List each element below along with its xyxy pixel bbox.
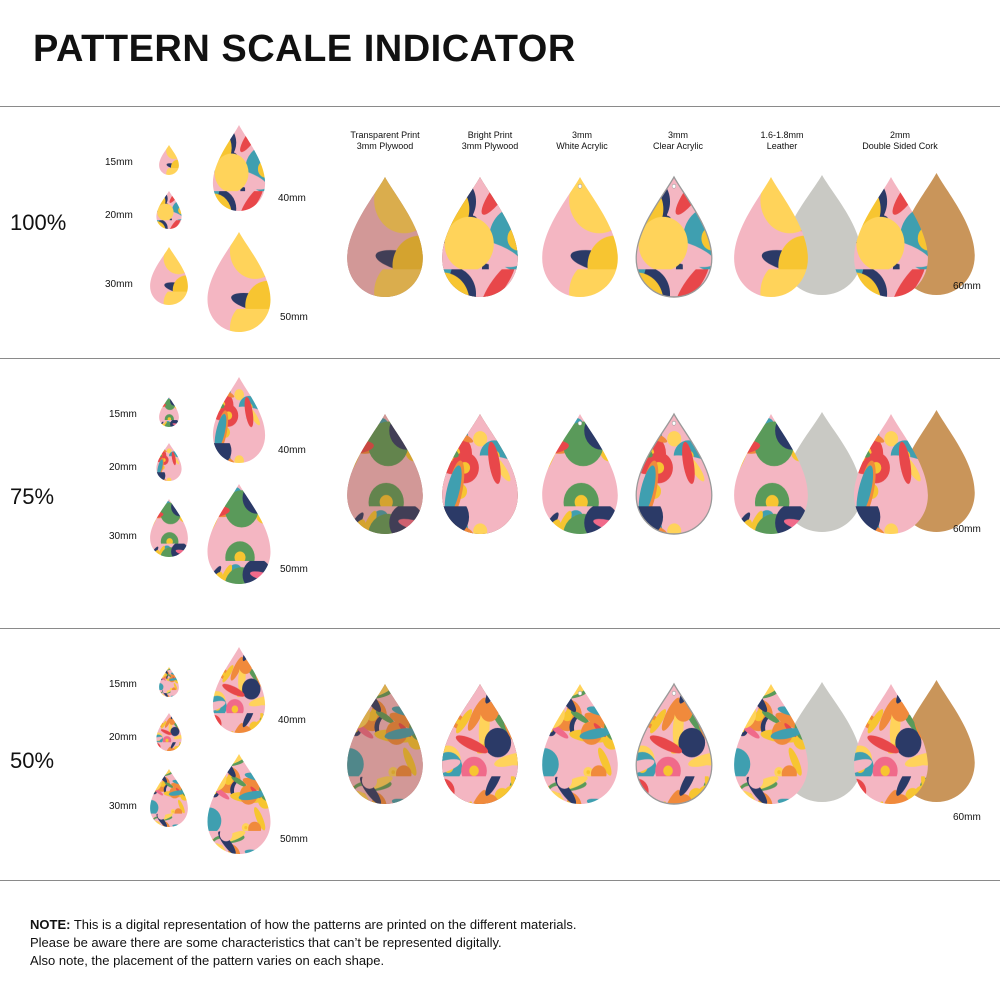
swatch-15mm (158, 397, 180, 427)
material-size-label: 60mm (953, 281, 981, 292)
drop-clear-acrylic (632, 412, 716, 535)
swatch-50mm (204, 232, 274, 332)
drop-cork (850, 177, 932, 297)
scale-50-label: 50% (10, 748, 55, 773)
divider (0, 628, 1000, 629)
size-label-50mm: 50mm (280, 564, 308, 575)
swatch-30mm (148, 247, 190, 305)
drop-cork (850, 414, 932, 534)
size-label-15mm: 15mm (105, 157, 133, 168)
size-label-40mm: 40mm (278, 193, 306, 204)
drop-white-acrylic (538, 414, 622, 534)
drop-bright-plywood (438, 177, 522, 297)
divider (0, 106, 1000, 107)
size-label-30mm: 30mm (109, 531, 137, 542)
size-label-20mm: 20mm (105, 210, 133, 221)
size-label-40mm: 40mm (278, 715, 306, 726)
drop-leather (730, 414, 812, 534)
size-label-15mm: 15mm (109, 679, 137, 690)
drop-white-acrylic (538, 684, 622, 804)
material-header-cork: 2mm Double Sided Cork (862, 130, 938, 151)
drop-leather (730, 684, 812, 804)
drop-clear-acrylic (632, 682, 716, 805)
size-label-30mm: 30mm (105, 279, 133, 290)
material-header-bright-plywood: Bright Print 3mm Plywood (461, 130, 519, 151)
material-size-label: 60mm (953, 524, 981, 535)
swatch-15mm (158, 667, 180, 697)
drop-leather (730, 177, 812, 297)
scale-row: 50% 15mm 20mm 30mm 40mm 50mm 60mm (0, 629, 1000, 899)
material-header-clear-acrylic: 3mm Clear Acrylic (652, 130, 703, 151)
drop-bright-plywood (438, 684, 522, 804)
swatch-20mm (155, 443, 183, 481)
material-header-leather: 1.6-1.8mm Leather (760, 130, 804, 151)
drop-transparent-plywood (343, 684, 427, 804)
drop-white-acrylic (538, 177, 622, 297)
size-label-15mm: 15mm (109, 409, 137, 420)
swatch-30mm (148, 769, 190, 827)
swatch-40mm (210, 647, 268, 733)
scale-100-label: 100% (10, 210, 67, 235)
size-label-40mm: 40mm (278, 445, 306, 456)
swatch-20mm (155, 713, 183, 751)
swatch-40mm (210, 125, 268, 211)
size-label-30mm: 30mm (109, 801, 137, 812)
scale-75-label: 75% (10, 484, 55, 509)
swatch-40mm (210, 377, 268, 463)
scale-row: 100% 15mm 20mm 30mm 40mm 50mm 60mm (0, 107, 1000, 377)
drop-clear-acrylic (632, 175, 716, 298)
page-title: PATTERN SCALE INDICATOR (33, 28, 576, 70)
size-label-50mm: 50mm (280, 834, 308, 845)
drop-bright-plywood (438, 414, 522, 534)
divider (0, 880, 1000, 881)
drop-cork (850, 684, 932, 804)
size-label-20mm: 20mm (109, 732, 137, 743)
divider (0, 358, 1000, 359)
swatch-20mm (155, 191, 183, 229)
drop-transparent-plywood (343, 414, 427, 534)
swatch-50mm (204, 754, 274, 854)
material-header-transparent-plywood: Transparent Print 3mm Plywood (350, 130, 420, 151)
note-text: NOTE: This is a digital representation o… (30, 917, 577, 968)
material-size-label: 60mm (953, 812, 981, 823)
swatch-15mm (158, 145, 180, 175)
scale-row: 75% 15mm 20mm 30mm 40mm 50mm 60mm (0, 359, 1000, 629)
material-header-white-acrylic: 3mm White Acrylic (556, 130, 608, 151)
swatch-30mm (148, 499, 190, 557)
drop-transparent-plywood (343, 177, 427, 297)
size-label-20mm: 20mm (109, 462, 137, 473)
size-label-50mm: 50mm (280, 312, 308, 323)
swatch-50mm (204, 484, 274, 584)
